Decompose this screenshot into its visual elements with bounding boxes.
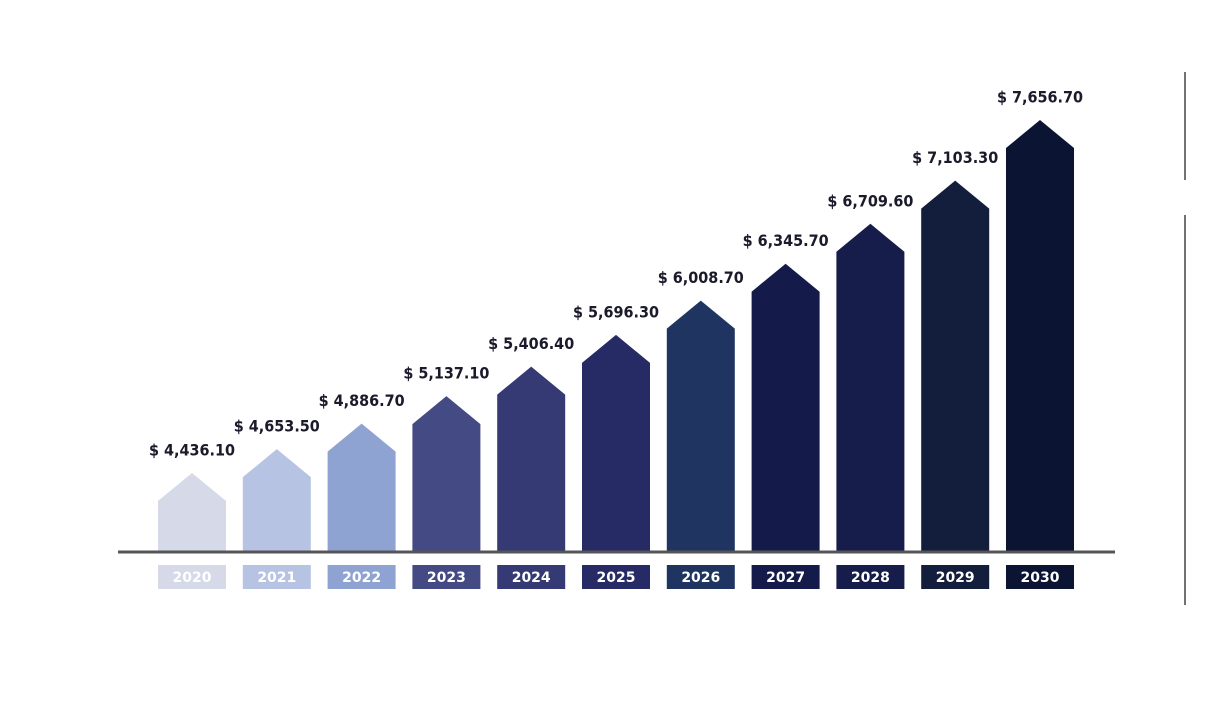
value-label: $ 4,653.50 (234, 417, 320, 436)
value-label: $ 4,886.70 (319, 391, 405, 410)
category-box (751, 565, 820, 589)
value-label: $ 5,406.40 (488, 334, 574, 353)
category-box (497, 565, 566, 589)
value-label: $ 4,436.10 (149, 441, 235, 460)
bar (751, 263, 820, 552)
category-box (242, 565, 311, 589)
bar (327, 423, 396, 552)
value-label: $ 5,137.10 (403, 364, 489, 383)
x-tick-label: 2029 (936, 570, 975, 586)
bar (497, 366, 566, 552)
bar (836, 223, 905, 552)
bar (158, 473, 226, 552)
x-tick-label: 2021 (257, 570, 296, 586)
bar (412, 396, 481, 552)
category-box (836, 565, 905, 589)
category-box (1006, 565, 1074, 589)
x-tick-label: 2030 (1021, 570, 1060, 586)
value-label: $ 7,103.30 (912, 148, 998, 167)
category-box (582, 565, 650, 589)
x-tick-label: 2020 (173, 570, 212, 586)
bar (1006, 120, 1074, 552)
value-label: $ 7,656.70 (997, 88, 1083, 107)
value-label: $ 6,709.60 (827, 191, 913, 210)
bar (921, 180, 990, 552)
bar (242, 449, 311, 552)
value-label: $ 5,696.30 (573, 302, 659, 321)
bar (666, 300, 735, 552)
value-label: $ 6,345.70 (743, 231, 829, 250)
x-tick-label: 2025 (597, 570, 636, 586)
value-label: $ 6,008.70 (658, 268, 744, 287)
category-box (327, 565, 396, 589)
x-tick-label: 2026 (681, 570, 720, 586)
category-box (158, 565, 226, 589)
bar (582, 334, 650, 552)
x-tick-label: 2024 (512, 570, 551, 586)
x-tick-label: 2027 (766, 570, 805, 586)
x-tick-label: 2028 (851, 570, 890, 586)
category-box (666, 565, 735, 589)
x-tick-label: 2023 (427, 570, 466, 586)
category-box (412, 565, 481, 589)
category-box (921, 565, 990, 589)
x-tick-label: 2022 (342, 570, 381, 586)
